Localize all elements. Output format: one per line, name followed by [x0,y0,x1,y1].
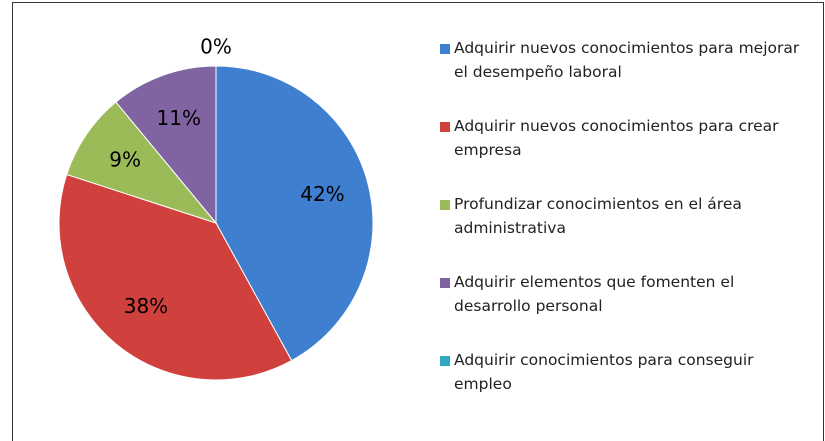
legend-swatch [440,122,450,132]
legend-swatch [440,44,450,54]
data-label: 11% [157,106,201,130]
pie-slice [66,101,218,225]
legend-label: Profundizar conocimientos en el área adm… [454,195,742,237]
data-label: 0% [200,35,232,59]
pie-slice [115,65,217,225]
legend-item: Adquirir conocimientos para conseguir em… [440,348,810,396]
legend-label: Adquirir nuevos conocimientos para crear… [454,117,779,159]
data-label: 42% [300,182,344,206]
legend-swatch [440,278,450,288]
legend-item: Profundizar conocimientos en el área adm… [440,192,810,240]
pie-slice [215,65,374,362]
legend-label: Adquirir elementos que fomenten el desar… [454,273,735,315]
pie-slice [58,173,293,381]
legend-swatch [440,200,450,210]
data-label: 38% [124,294,168,318]
legend-item: Adquirir elementos que fomenten el desar… [440,270,810,318]
legend-label: Adquirir conocimientos para conseguir em… [454,351,754,393]
frame [12,2,824,441]
legend: Adquirir nuevos conocimientos para mejor… [440,36,810,426]
legend-item: Adquirir nuevos conocimientos para crear… [440,114,810,162]
legend-item: Adquirir nuevos conocimientos para mejor… [440,36,810,84]
data-label: 9% [109,148,141,172]
legend-swatch [440,356,450,366]
legend-label: Adquirir nuevos conocimientos para mejor… [454,39,800,81]
